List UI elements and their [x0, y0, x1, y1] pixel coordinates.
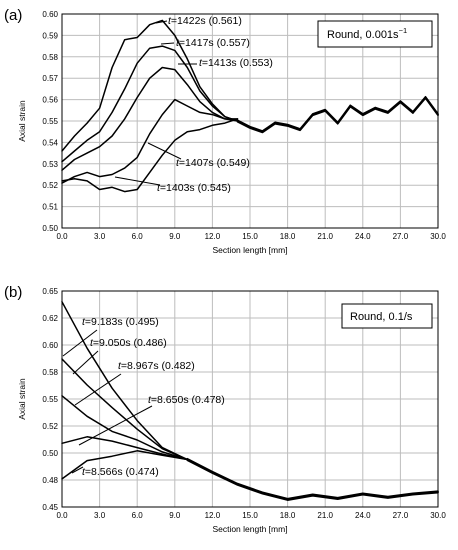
series-line — [61, 118, 239, 193]
annotations: t=1422s (0.561) t=1417s (0.557) t=1413s (0… — [114, 15, 273, 194]
legend-label: Round, 0.1/s — [350, 311, 413, 323]
series-group — [61, 19, 439, 193]
x-tick-label: 30.0 — [430, 232, 446, 241]
annotation-leader — [62, 329, 98, 357]
x-tick-label: 9.0 — [169, 232, 181, 241]
y-tick-label: 0.60 — [42, 10, 58, 19]
x-tick-label: 15.0 — [242, 232, 258, 241]
y-tick-label: 0.50 — [42, 224, 58, 233]
y-tick-label: 0.50 — [42, 449, 58, 458]
annotation-leader — [72, 350, 99, 375]
x-tick-label: 0.0 — [56, 232, 68, 241]
x-tick-label: 30.0 — [430, 511, 446, 520]
legend: Round, 0.001s−1 — [317, 20, 433, 48]
legend-label: Round, 0.001s−1 — [327, 26, 407, 41]
x-tick-label: 18.0 — [280, 232, 296, 241]
x-tick-label: 3.0 — [94, 232, 106, 241]
series-tail-line — [186, 457, 439, 500]
annotation-leader — [160, 42, 175, 45]
series-annotation: t=9.183s (0.495) — [82, 316, 159, 328]
y-tick-label: 0.57 — [42, 74, 58, 83]
annotation-leader — [114, 176, 161, 186]
annotation-leader — [71, 466, 84, 474]
x-tick-label: 21.0 — [317, 511, 333, 520]
panel-a: (a) 0.0 3.0 6.0 9.0 12.0 15.0 18.0 21.0 24.0 27.0 3… — [4, 7, 446, 255]
annotation-leader — [155, 20, 168, 24]
series-annotation: t=8.566s (0.474) — [82, 466, 159, 478]
legend-box — [317, 20, 433, 48]
y-tick-label: 0.62 — [42, 314, 58, 323]
series-annotation: t=1422s (0.561) — [168, 15, 242, 27]
series-annotation: t=1417s (0.557) — [176, 37, 250, 49]
y-tick-label: 0.59 — [42, 31, 58, 40]
series-line — [61, 19, 239, 152]
x-axis-title: Section length [mm] — [212, 524, 287, 534]
x-tick-label: 27.0 — [393, 511, 409, 520]
y-tick-label: 0.48 — [42, 476, 58, 485]
legend-superscript: −1 — [399, 26, 408, 35]
panel-b: (b) 0.0 3.0 6.0 9.0 12.0 15.0 18.0 21.0 24.0 27.0 3… — [4, 284, 446, 534]
x-tick-label: 0.0 — [56, 511, 68, 520]
y-tick-label: 0.58 — [42, 368, 58, 377]
series-tail-line — [236, 97, 439, 134]
x-axis-title: Section length [mm] — [212, 245, 287, 255]
series-tail-line — [236, 95, 439, 132]
panel-label: (a) — [4, 7, 22, 24]
series-annotation: t=9.050s (0.486) — [90, 337, 167, 349]
series-annotation: t=1413s (0.553) — [199, 57, 273, 69]
y-axis-title: Axial strain — [17, 378, 27, 420]
y-tick-label: 0.54 — [42, 138, 58, 147]
y-tick-label: 0.53 — [42, 160, 58, 169]
annotation-leader — [147, 142, 182, 160]
legend: Round, 0.1/s — [341, 303, 433, 329]
panel-label: (b) — [4, 284, 22, 301]
y-tick-label: 0.56 — [42, 96, 58, 105]
x-tick-label: 3.0 — [94, 511, 106, 520]
x-tick-label: 6.0 — [132, 232, 144, 241]
annotations: t=9.183s (0.495) t=9.050s (0.486) t=8.967s… — [62, 316, 225, 478]
x-tick-label: 27.0 — [393, 232, 409, 241]
y-tick-label: 0.65 — [42, 287, 58, 296]
series-line — [61, 98, 239, 184]
y-tick-label: 0.55 — [42, 395, 58, 404]
annotation-leader — [74, 373, 122, 406]
series-line — [61, 45, 239, 163]
x-tick-label: 24.0 — [355, 232, 371, 241]
x-tick-label: 15.0 — [242, 511, 258, 520]
series-line — [61, 66, 239, 171]
series-tail-line — [186, 459, 439, 501]
y-tick-label: 0.51 — [42, 203, 58, 212]
x-tick-label: 12.0 — [205, 232, 221, 241]
series-annotation: t=1407s (0.549) — [176, 157, 250, 169]
series-annotation: t=8.967s (0.482) — [118, 360, 195, 372]
x-tick-label: 24.0 — [355, 511, 371, 520]
series-line — [61, 450, 189, 480]
plot-frame — [61, 290, 439, 508]
x-tick-label: 18.0 — [280, 511, 296, 520]
x-tick-label: 12.0 — [205, 511, 221, 520]
y-tick-label: 0.52 — [42, 422, 58, 431]
y-tick-label: 0.55 — [42, 117, 58, 126]
plot-frame — [61, 13, 439, 229]
series-line — [61, 358, 189, 461]
series-line — [61, 395, 189, 461]
x-tick-label: 9.0 — [169, 511, 181, 520]
x-tick-label: 21.0 — [317, 232, 333, 241]
series-annotation: t=1403s (0.545) — [157, 182, 231, 194]
y-tick-label: 0.52 — [42, 181, 58, 190]
series-annotation: t=8.650s (0.478) — [148, 394, 225, 406]
series-tail-line — [236, 96, 439, 133]
y-tick-label: 0.58 — [42, 53, 58, 62]
x-tick-label: 6.0 — [132, 511, 144, 520]
y-axis-title: Axial strain — [17, 100, 27, 142]
annotation-leader — [78, 405, 153, 446]
y-tick-label: 0.60 — [42, 341, 58, 350]
series-line — [61, 436, 189, 461]
legend-box — [341, 303, 433, 329]
y-tick-label: 0.45 — [42, 503, 58, 512]
